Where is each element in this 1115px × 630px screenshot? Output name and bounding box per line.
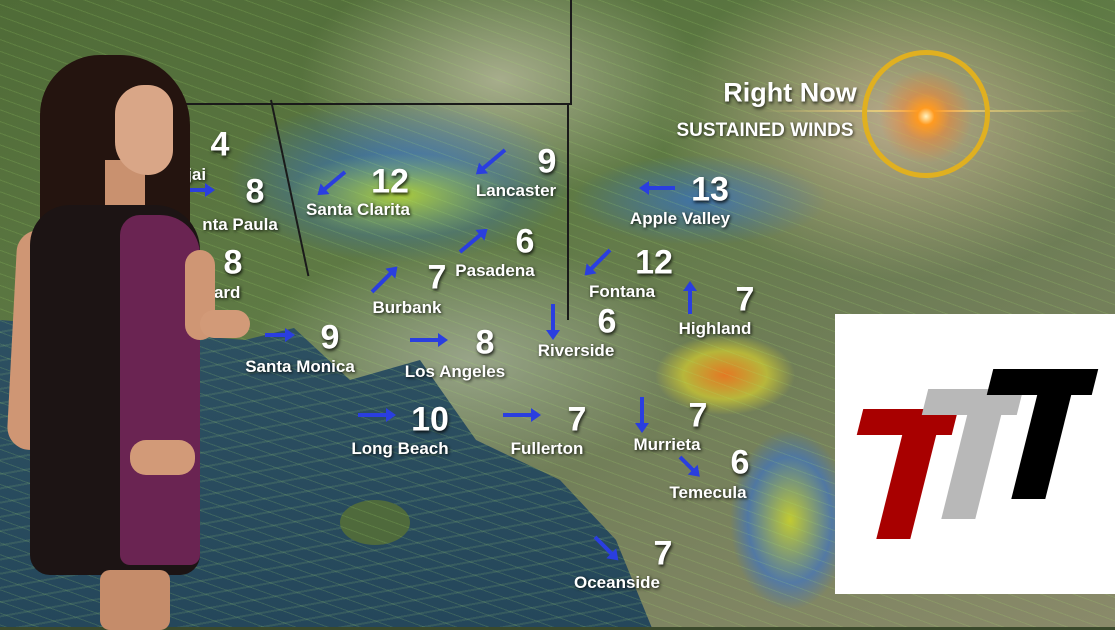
city-label: Fontana [588,282,656,301]
presenter-face [115,85,173,175]
wind-arrow-icon [185,183,215,197]
weather-presenter [0,0,270,630]
county-line [570,0,572,105]
wind-arrow-icon [503,408,541,422]
wind-arrow-icon [410,333,448,347]
island [340,500,410,545]
city-label: nta Paula [202,215,278,234]
city-label: Burbank [372,298,442,317]
wind-speed: 7 [427,258,447,297]
wind-speed: 4 [210,125,230,164]
wind-speed: 7 [688,396,708,435]
wind-speed: 7 [567,400,587,439]
city-label: Santa Monica [245,357,355,376]
wind-speed: 8 [245,172,265,211]
city-label: Long Beach [351,439,449,458]
presenter-hand [130,440,195,475]
sun-flare-icon [862,50,990,178]
city-label: Temecula [669,483,747,502]
wind-arrow-icon [640,397,644,425]
city-label: Oceanside [574,573,660,592]
city-label: Los Angeles [404,362,506,381]
city-label: Apple Valley [629,209,731,228]
wind-arrow-icon [265,328,295,342]
wind-speed: 8 [475,323,495,362]
presenter-legs [100,570,170,630]
wind-speed: 13 [691,170,729,209]
wind-arrow-icon [551,304,555,332]
wind-speed: 7 [653,534,673,573]
map-title: Right Now [723,77,857,108]
city-label: Highland [678,319,752,338]
city-label: Fullerton [510,439,584,458]
wind-speed: 12 [635,243,673,282]
wind-speed: 6 [597,302,617,341]
city-label: Santa Clarita [306,200,410,219]
wind-speed: 7 [735,280,755,319]
city-label: Lancaster [475,181,557,200]
wind-arrow-icon [358,408,396,422]
wind-arrow-icon [647,186,675,190]
county-line [180,103,570,105]
wind-speed: 6 [515,222,535,261]
county-line [567,105,569,320]
city-label: Riverside [537,341,615,360]
wind-speed: 9 [537,142,557,181]
wind-speed: 9 [320,318,340,357]
wind-arrow-icon [688,289,692,314]
wind-speed: 12 [371,162,409,201]
channel-logo [835,314,1115,594]
presenter-hand [200,310,250,338]
map-subtitle: SUSTAINED WINDS [676,120,854,141]
city-label: Murrieta [633,435,701,454]
wind-speed: 10 [411,400,449,439]
wind-speed: 8 [223,243,243,282]
city-label: Pasadena [455,261,535,280]
wind-speed: 6 [730,443,750,482]
